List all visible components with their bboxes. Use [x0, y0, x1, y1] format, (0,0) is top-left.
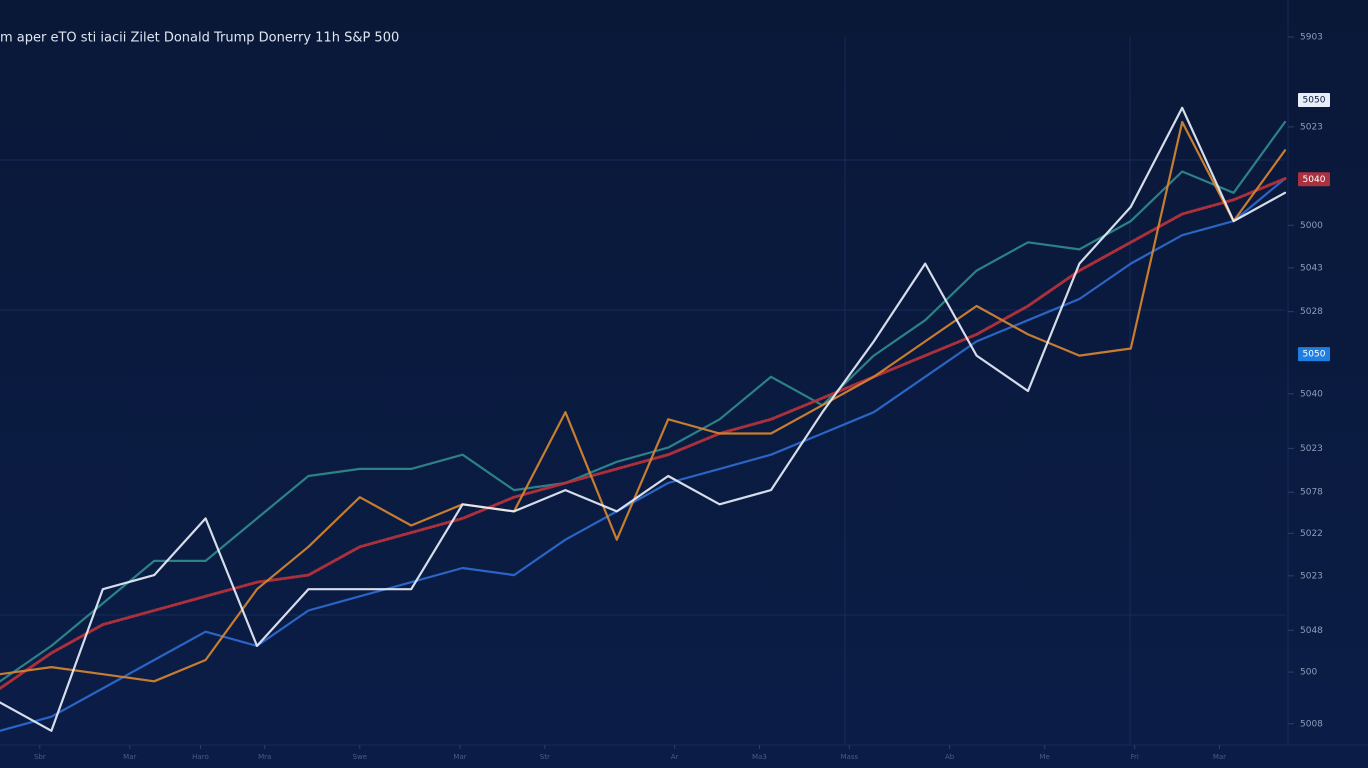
series-line [0, 120, 1287, 683]
y-tick-label: 500 [1300, 668, 1317, 678]
price-tag [1298, 347, 1330, 362]
x-tick-label: Mar [453, 753, 466, 761]
price-tag [1298, 172, 1330, 187]
series-line [0, 106, 1287, 732]
series-line [0, 177, 1287, 732]
price-tag-label: 5050 [1303, 350, 1326, 360]
y-tick-label: 5023 [1300, 571, 1323, 581]
y-tick-label: 5023 [1300, 444, 1323, 454]
x-tick-label: Ab [945, 753, 955, 761]
y-tick-label: 5903 [1300, 33, 1323, 43]
x-tick-label: Ma3 [752, 753, 767, 761]
y-tick-label: 5040 [1300, 389, 1323, 399]
y-tick-label: 5023 [1300, 122, 1323, 132]
y-tick-label: 5028 [1300, 307, 1323, 317]
x-tick-label: Sbr [34, 753, 46, 761]
x-tick-label: Mass [841, 753, 859, 761]
y-tick-label: 5043 [1300, 263, 1323, 273]
x-tick-label: Ar [671, 753, 679, 761]
x-tick-label: Str [540, 753, 550, 761]
x-tick-label: Fri [1130, 753, 1138, 761]
x-tick-label: Mar [1213, 753, 1226, 761]
y-tick-label: 5078 [1300, 488, 1323, 498]
x-tick-label: Mra [258, 753, 271, 761]
x-tick-label: Mar [123, 753, 136, 761]
y-tick-label: 5022 [1300, 529, 1323, 539]
x-tick-label: Swe [353, 753, 367, 761]
chart-title: m aper eTO sti iacii Zilet Donald Trump … [0, 31, 399, 46]
y-tick-label: 5048 [1300, 626, 1323, 636]
frame-lines [0, 0, 1368, 746]
series-line [0, 120, 1287, 683]
x-tick-label: Haro [192, 753, 209, 761]
x-tick-label: Me [1040, 753, 1050, 761]
y-tick-label: 5008 [1300, 719, 1323, 729]
price-tag-label: 5040 [1303, 175, 1326, 185]
price-tag [1298, 93, 1330, 108]
series-line [0, 177, 1287, 690]
y-tick-label: 5000 [1300, 221, 1323, 231]
price-tag-label: 5050 [1303, 96, 1326, 106]
